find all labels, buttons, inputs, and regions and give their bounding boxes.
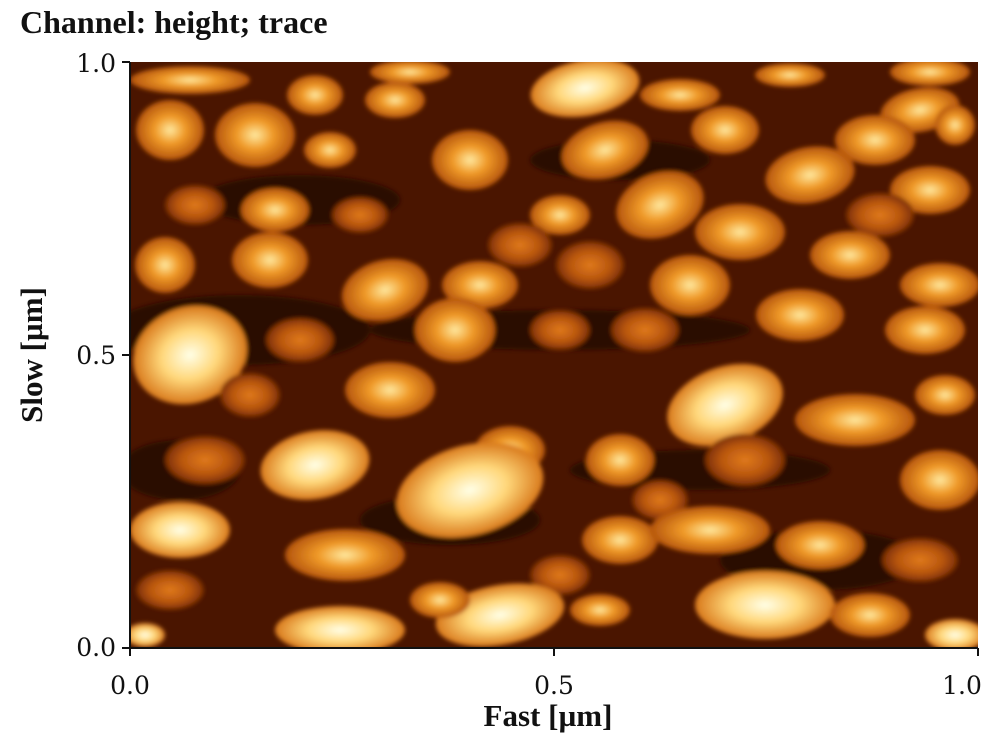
grain (667, 363, 783, 447)
axes (122, 61, 979, 656)
y-axis-title: Slow [µm] (14, 287, 49, 423)
y-tick-label: 0.5 (76, 341, 116, 370)
grain (846, 193, 914, 237)
grain (396, 442, 544, 538)
grain (260, 430, 370, 500)
grain (570, 594, 630, 626)
grain (616, 171, 704, 239)
grain (890, 166, 970, 214)
grain (530, 555, 590, 595)
grain (130, 623, 165, 647)
grain (882, 538, 958, 582)
x-tick-label: 0.0 (110, 671, 150, 700)
grain (650, 255, 730, 315)
grain (586, 434, 654, 486)
grain (556, 241, 624, 289)
grain (332, 197, 388, 233)
grain (650, 506, 770, 554)
y-tick-label: 1.0 (76, 49, 116, 78)
grain (756, 289, 844, 341)
grain (365, 82, 425, 118)
grain (304, 132, 356, 168)
grain (755, 63, 825, 87)
grain (136, 100, 204, 160)
grain (241, 188, 309, 232)
grain (135, 237, 195, 293)
grain (345, 362, 435, 418)
grain (530, 310, 590, 350)
grain (776, 521, 864, 569)
grain (915, 375, 975, 415)
grain (285, 529, 405, 581)
grain (765, 146, 855, 204)
grain (130, 66, 250, 94)
y-tick-label: 0.0 (76, 633, 116, 662)
grain (130, 502, 230, 558)
chart-title: Channel: height; trace (20, 4, 328, 40)
x-axis-title: Fast [µm] (484, 698, 613, 733)
grain (410, 582, 470, 618)
grain (275, 606, 405, 648)
grain (232, 232, 308, 288)
afm-height-image (130, 62, 978, 648)
grain (165, 185, 225, 225)
x-tick-label: 1.0 (942, 671, 982, 700)
grain (415, 298, 495, 362)
grain (890, 62, 970, 86)
grain (530, 62, 640, 118)
grain (705, 434, 785, 486)
grain (795, 394, 915, 446)
grain (165, 436, 245, 484)
grain (835, 115, 915, 165)
grain (632, 480, 688, 520)
grain (695, 204, 785, 260)
grain (432, 130, 508, 190)
grain (442, 261, 518, 309)
grain (885, 306, 965, 354)
grain (810, 231, 890, 279)
grain (266, 318, 334, 362)
grain (691, 106, 759, 154)
grain (136, 570, 204, 610)
grain (220, 373, 280, 417)
grain (215, 103, 295, 167)
grain (900, 450, 978, 510)
grain (640, 79, 720, 111)
grain (530, 195, 590, 235)
grain (830, 593, 910, 637)
x-tick-label: 0.5 (534, 671, 574, 700)
grain (561, 120, 649, 180)
grain (925, 619, 978, 648)
grain (133, 305, 247, 405)
grain (695, 571, 835, 639)
grain (488, 223, 552, 267)
grain (341, 258, 429, 322)
grain (900, 263, 978, 307)
grain (287, 75, 343, 115)
grain (935, 105, 975, 145)
grain (582, 516, 658, 564)
grain (611, 308, 679, 352)
grain (370, 62, 450, 84)
